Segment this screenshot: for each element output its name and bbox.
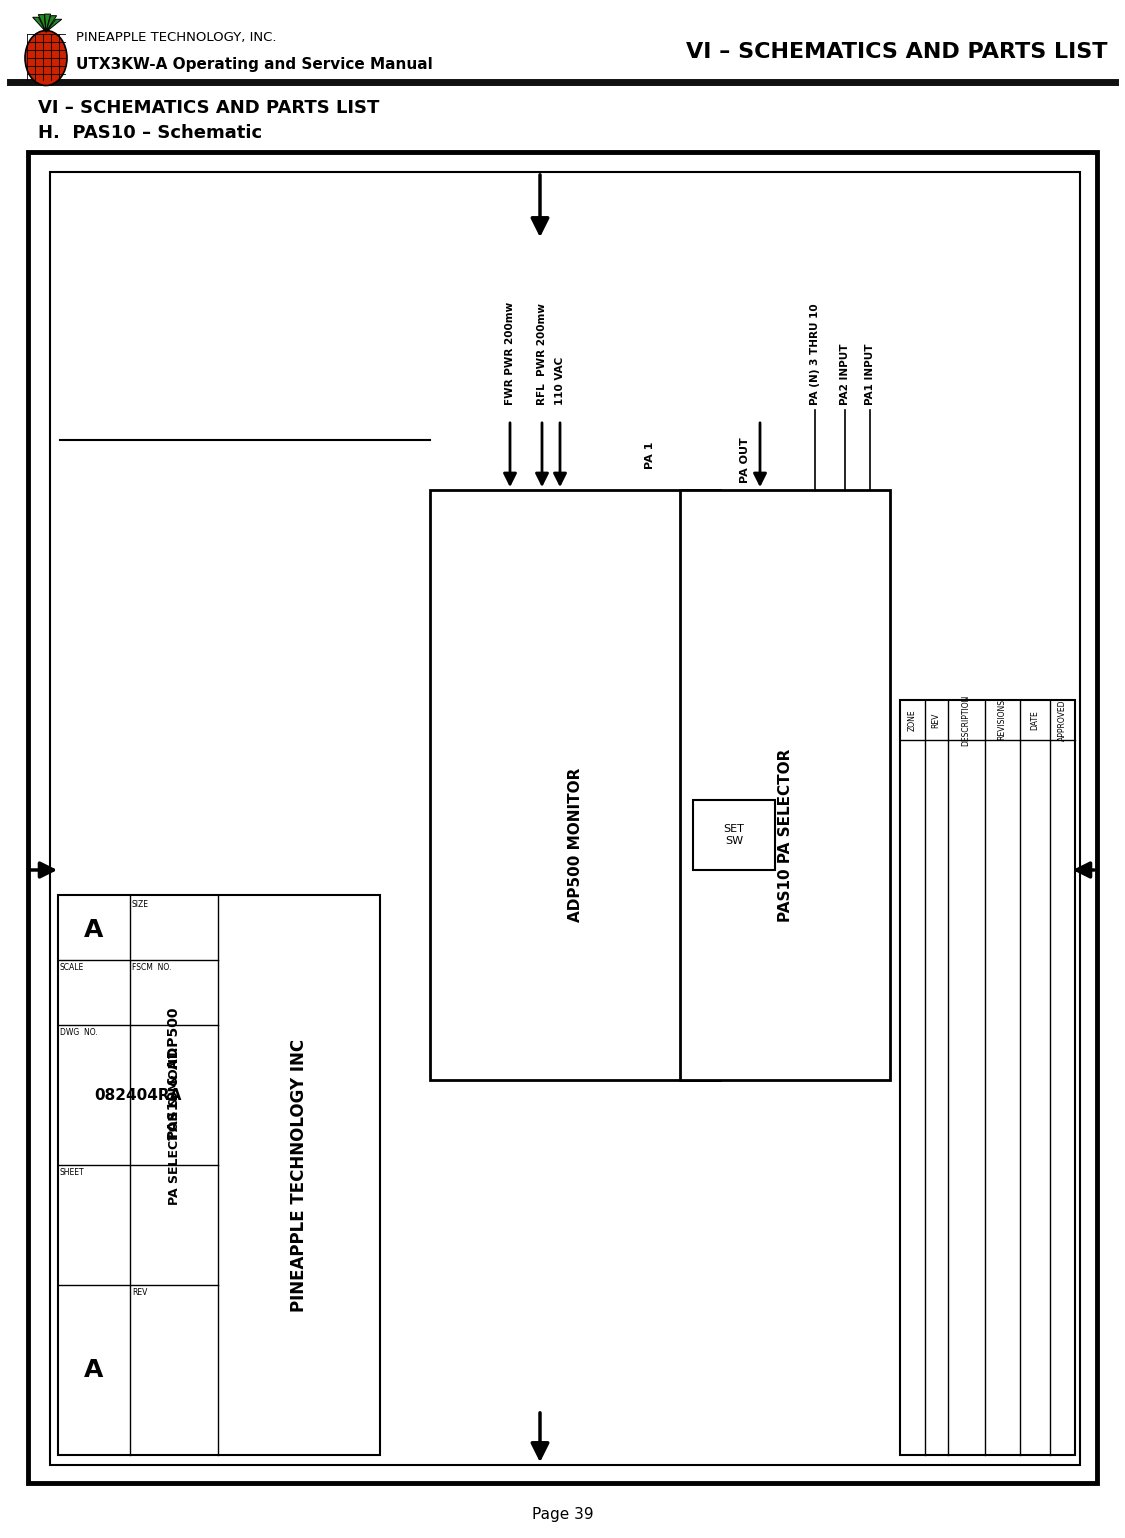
Polygon shape [33, 17, 46, 32]
Polygon shape [45, 14, 51, 32]
Text: 082404RA: 082404RA [94, 1087, 182, 1103]
Text: A: A [84, 1358, 104, 1383]
Text: PA OUT: PA OUT [740, 437, 750, 483]
Text: 110 VAC: 110 VAC [555, 357, 565, 404]
Text: REV: REV [932, 712, 940, 727]
Text: SET
SW: SET SW [723, 824, 745, 846]
Text: REVISIONS: REVISIONS [998, 700, 1007, 740]
Text: FSCM  NO.: FSCM NO. [132, 963, 171, 972]
Text: A: A [84, 918, 104, 941]
Text: DATE: DATE [1030, 711, 1040, 731]
Text: DWG  NO.: DWG NO. [60, 1027, 98, 1037]
Bar [58, 895, 380, 1455]
Text: REV: REV [132, 1287, 147, 1297]
Text: PINEAPPLE TECHNOLOGY, INC.: PINEAPPLE TECHNOLOGY, INC. [76, 31, 277, 45]
Text: ADP500 MONITOR: ADP500 MONITOR [567, 767, 583, 923]
Text: PAS10 PA SELECTOR: PAS10 PA SELECTOR [777, 749, 792, 921]
Text: PA (N) 3 THRU 10: PA (N) 3 THRU 10 [810, 303, 820, 404]
Text: PA 1: PA 1 [645, 441, 655, 469]
Bar [430, 491, 720, 1080]
Bar [28, 152, 1097, 1483]
Text: DESCRIPTION: DESCRIPTION [962, 694, 971, 746]
Text: UTX3KW-A Operating and Service Manual: UTX3KW-A Operating and Service Manual [76, 57, 433, 72]
Text: VI – SCHEMATICS AND PARTS LIST: VI – SCHEMATICS AND PARTS LIST [686, 42, 1108, 62]
Bar [900, 700, 1076, 1455]
Text: SCALE: SCALE [60, 963, 84, 972]
Text: H.  PAS10 – Schematic: H. PAS10 – Schematic [38, 125, 262, 141]
Text: VI – SCHEMATICS AND PARTS LIST: VI – SCHEMATICS AND PARTS LIST [38, 98, 379, 117]
Ellipse shape [25, 31, 68, 86]
Polygon shape [46, 20, 62, 32]
Polygon shape [38, 15, 46, 32]
Bar [693, 800, 775, 871]
Bar [50, 172, 1080, 1466]
Text: FWR PWR 200mw: FWR PWR 200mw [505, 301, 515, 404]
Text: SIZE: SIZE [132, 900, 148, 909]
Text: ZONE: ZONE [908, 709, 917, 731]
Polygon shape [46, 15, 56, 32]
Text: Page 39: Page 39 [532, 1507, 593, 1523]
Bar [680, 491, 890, 1080]
Text: PA SELECTOR & MONT.: PA SELECTOR & MONT. [168, 1046, 180, 1206]
Text: PAS10 & ADP500: PAS10 & ADP500 [166, 1007, 181, 1140]
Text: PA1 INPUT: PA1 INPUT [865, 343, 875, 404]
Text: APPROVED: APPROVED [1058, 700, 1066, 741]
Text: PA2 INPUT: PA2 INPUT [840, 343, 850, 404]
Text: SHEET: SHEET [60, 1167, 84, 1177]
Text: PINEAPPLE TECHNOLOGY INC: PINEAPPLE TECHNOLOGY INC [290, 1038, 308, 1312]
Text: RFL  PWR 200mw: RFL PWR 200mw [537, 303, 547, 404]
